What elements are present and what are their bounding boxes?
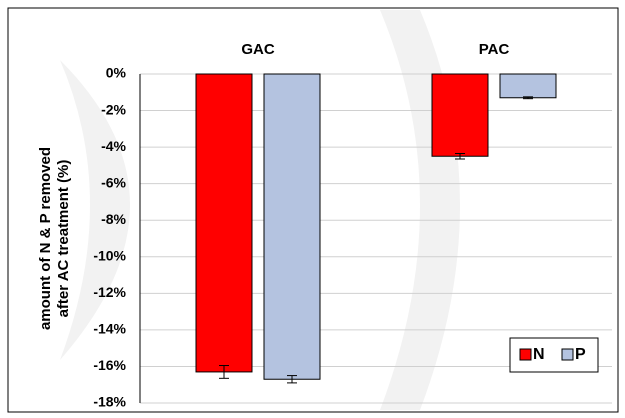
y-tick-label: -4% — [101, 138, 126, 154]
y-tick-label: -2% — [101, 101, 126, 117]
y-tick-label: -14% — [93, 321, 126, 337]
legend-label: P — [575, 346, 586, 363]
watermark — [60, 60, 130, 360]
error-bar — [287, 375, 297, 384]
bar — [431, 73, 489, 157]
y-tick-label: -18% — [93, 394, 126, 410]
y-tick-label: -8% — [101, 211, 126, 227]
y-tick-label: -12% — [93, 284, 126, 300]
y-tick-label: -10% — [93, 247, 126, 263]
y-axis-label: amount of N & P removedafter AC treatmen… — [37, 147, 72, 330]
legend-swatch — [519, 348, 532, 361]
bar — [499, 73, 557, 99]
bar — [263, 73, 321, 380]
y-axis-label-line: after AC treatment (%) — [55, 160, 72, 318]
error-bar — [523, 96, 533, 100]
category-label: PAC — [479, 41, 510, 58]
legend-swatch — [561, 348, 574, 361]
category-label: GAC — [241, 41, 275, 58]
y-tick-label: -6% — [101, 174, 126, 190]
error-bar — [219, 365, 229, 379]
y-tick-label: -16% — [93, 357, 126, 373]
y-tick-label: 0% — [106, 65, 127, 81]
error-bar — [455, 153, 465, 160]
y-axis-label-line: amount of N & P removed — [37, 147, 54, 330]
bar — [195, 73, 253, 373]
legend-label: N — [533, 346, 545, 363]
